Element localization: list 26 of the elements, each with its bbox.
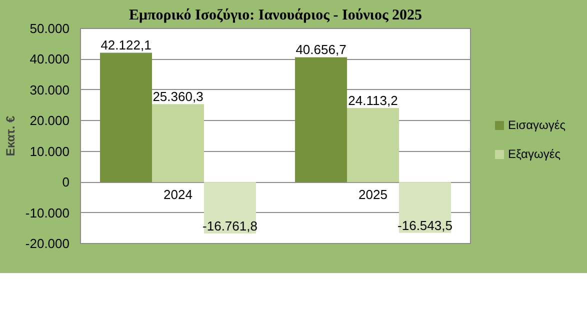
data-label: -16.543,5 <box>398 218 452 233</box>
bar <box>100 52 152 182</box>
y-tick-label: 0 <box>62 174 70 190</box>
y-tick-label: 40.000 <box>30 52 70 67</box>
data-label: 24.113,2 <box>348 93 398 108</box>
data-label: 25.360,3 <box>152 89 204 104</box>
y-tick-label: 50.000 <box>30 21 70 36</box>
x-tick-label: 2025 <box>358 187 388 202</box>
data-label: 40.656,7 <box>296 42 346 58</box>
x-tick-label: 2024 <box>164 187 192 202</box>
bar <box>399 182 451 233</box>
data-label: 42.122,1 <box>100 38 152 53</box>
y-tick-label: 10.000 <box>30 144 70 159</box>
y-tick-label: -10.000 <box>25 205 70 220</box>
legend-label: Εξαγωγές <box>508 146 560 164</box>
bar <box>152 104 204 182</box>
bar <box>347 108 399 182</box>
bar <box>204 182 256 234</box>
bar <box>295 57 347 182</box>
legend-label: Εισαγωγές <box>508 117 566 134</box>
y-tick-label: -20.000 <box>25 236 70 251</box>
chart-title: Εμπορικό Ισοζύγιο: Ιανουάριος - Ιούνιος 2025 <box>128 8 422 24</box>
y-tick-label: 30.000 <box>30 82 70 98</box>
y-tick-label: 20.000 <box>30 113 70 128</box>
data-label: -16.761,8 <box>202 218 258 234</box>
y-axis-title: Εκατ. € <box>3 115 18 156</box>
